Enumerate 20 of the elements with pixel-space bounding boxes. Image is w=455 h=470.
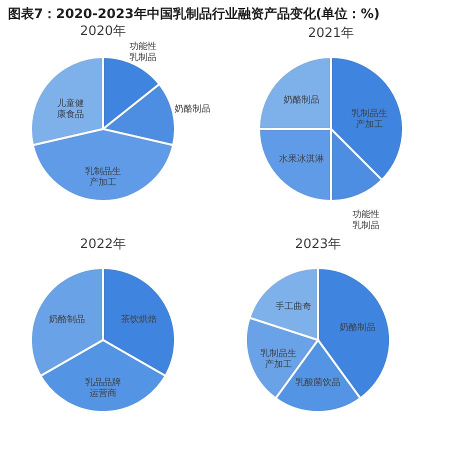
slice-label: 奶酪制品 [174,104,211,115]
text: 图表7：2020-2023年中国乳制品行业融资产品变化(单位：%) [8,6,380,22]
slice-label: 儿童健康食品 [56,98,84,120]
slice-label: 乳制品生产加工 [85,166,121,188]
chart-title: 2020年 [80,24,126,40]
slice-label: 奶酪制品 [340,322,376,334]
chart-title: 2022年 [80,237,126,252]
slice-label: 乳酸菌饮品 [296,376,340,388]
slice-label: 乳制品生产加工 [352,108,388,130]
chart-title: 2021年 [308,26,354,41]
slice-label: 茶饮烘焙 [121,314,158,326]
slice-label: 水果冰淇淋 [278,154,324,165]
chart-title: 2023年 [294,237,342,252]
slice-label: 功能性乳制品 [129,41,156,64]
slice-label: 乳品品牌运营商 [85,376,121,399]
slice-label: 功能性乳制品 [352,208,380,231]
slice-label: 乳制品生产加工 [260,348,296,370]
slice-label: 奶酪制品 [48,314,85,326]
slice-label: 手工曲奇 [275,301,312,312]
slice-label: 奶酪制品 [283,94,320,106]
